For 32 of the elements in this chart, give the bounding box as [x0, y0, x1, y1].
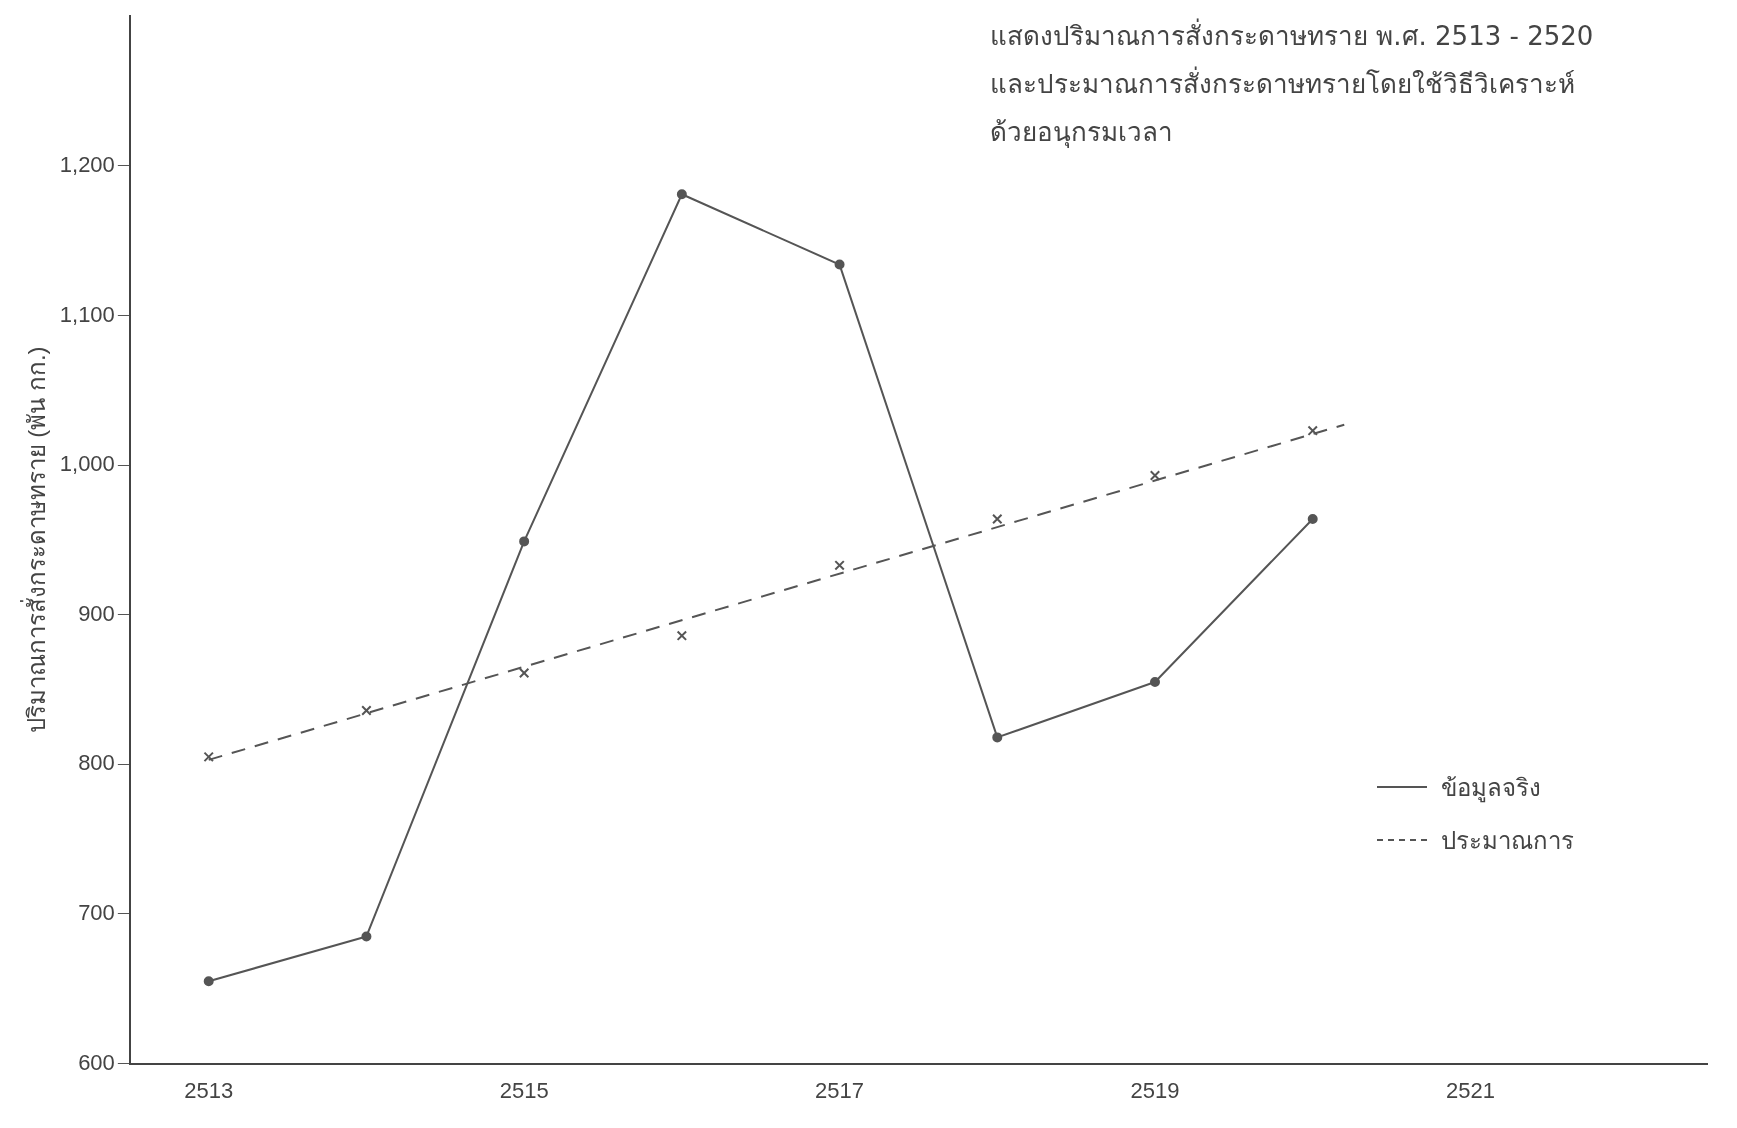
- x-tick-label: 2517: [815, 1077, 865, 1103]
- x-tick-label: 2519: [1130, 1077, 1180, 1103]
- x-tick-label: 2515: [499, 1077, 549, 1103]
- x-tick-label: 2521: [1445, 1077, 1495, 1103]
- point: [361, 931, 372, 942]
- legend-label: ประมาณการ: [1441, 825, 1574, 857]
- point: [203, 976, 214, 987]
- point: [676, 630, 688, 641]
- y-tick-label: 1,200: [59, 151, 115, 177]
- y-axis-title: ปริมาณการสั่งกระดาษทราย (พัน กก.): [20, 346, 51, 734]
- point: [676, 189, 687, 200]
- point: [834, 560, 845, 571]
- text: ด้วยอนุกรมเวลา: [990, 117, 1173, 147]
- y-tick-label: 600: [78, 1049, 115, 1075]
- point: [834, 259, 845, 270]
- point: [1307, 425, 1318, 436]
- point: [203, 751, 214, 763]
- y-tick-label: 1,100: [59, 301, 115, 327]
- point: [992, 513, 1003, 525]
- y-tick-label: 1,000: [59, 451, 115, 477]
- point: [1307, 513, 1318, 524]
- y-tick-label: 800: [78, 750, 115, 776]
- point: [361, 705, 372, 716]
- point: [518, 667, 530, 679]
- y-tick-label: 900: [78, 600, 115, 626]
- point: [1149, 470, 1161, 481]
- point: [1150, 677, 1160, 688]
- legend-label: ข้อมูลจริง: [1441, 772, 1541, 805]
- y-tick-label: 700: [78, 900, 115, 926]
- point: [992, 732, 1003, 743]
- point: [519, 536, 530, 547]
- x-tick-label: 2513: [184, 1077, 234, 1103]
